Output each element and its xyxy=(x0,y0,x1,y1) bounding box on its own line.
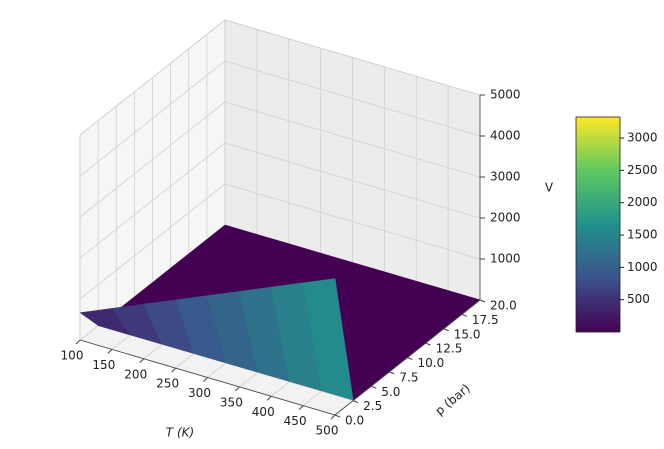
colorbar-tick-label: 1000 xyxy=(627,260,658,274)
y-tick xyxy=(334,414,341,418)
grid-line xyxy=(79,142,226,259)
x-tick-label: 350 xyxy=(220,395,243,409)
x-tick xyxy=(139,358,145,364)
colorbar-tick-label: 1500 xyxy=(627,228,658,242)
x-tick-label: 300 xyxy=(188,386,211,400)
grid-line xyxy=(79,183,226,300)
surface xyxy=(79,224,481,401)
y-tick xyxy=(443,328,449,332)
y-axis-label: p (bar) xyxy=(433,381,473,418)
y-tick-label: 17.5 xyxy=(472,313,499,327)
x-tick xyxy=(107,349,113,354)
y-tick xyxy=(407,357,413,360)
z-tick-label: 5000 xyxy=(490,88,521,102)
grid-line xyxy=(224,142,481,219)
surface-patch xyxy=(302,278,354,401)
x-tick-label: 100 xyxy=(61,349,84,363)
y-tick xyxy=(425,342,431,346)
x-tick xyxy=(298,405,304,410)
grid-line xyxy=(224,101,481,178)
x-tick xyxy=(330,414,336,420)
colorbar-tick-label: 2500 xyxy=(627,163,658,177)
x-tick-label: 450 xyxy=(284,414,307,428)
x-tick-label: 200 xyxy=(124,367,147,381)
colorbar-tick-label: 2000 xyxy=(627,195,658,209)
x-tick xyxy=(75,339,81,345)
colorbar-gradient xyxy=(575,116,621,333)
z-tick-label: 3000 xyxy=(490,170,521,184)
grid-line xyxy=(224,60,481,137)
y-tick-label: 15.0 xyxy=(454,327,481,341)
labels: 1001502002503003504004505000.02.55.07.51… xyxy=(61,88,521,438)
grid-line xyxy=(79,60,226,177)
x-tick xyxy=(266,395,272,401)
y-tick xyxy=(389,371,395,375)
y-tick-label: 0.0 xyxy=(345,414,364,428)
x-tick-label: 500 xyxy=(316,424,339,438)
colorbar-tick-label: 500 xyxy=(627,292,650,306)
z-tick-label: 1000 xyxy=(490,252,521,266)
x-tick xyxy=(235,386,240,392)
x-tick xyxy=(203,377,208,382)
z-tick-label: 2000 xyxy=(490,211,521,225)
y-tick xyxy=(371,385,377,389)
colorbar-tick-label: 3000 xyxy=(627,131,658,145)
y-tick-label: 12.5 xyxy=(436,342,463,356)
x-tick-label: 250 xyxy=(156,377,179,391)
y-tick-label: 5.0 xyxy=(381,385,400,399)
y-tick-label: 20.0 xyxy=(490,299,517,313)
y-tick xyxy=(479,299,486,303)
grid-line xyxy=(224,19,481,96)
x-tick xyxy=(171,367,176,373)
y-tick-label: 10.0 xyxy=(418,356,445,370)
axis-line xyxy=(334,299,481,416)
y-tick-label: 2.5 xyxy=(363,399,382,413)
y-tick xyxy=(352,400,359,404)
axis-line xyxy=(79,339,336,416)
colorbar: 500 1000 1500 2000 2500 3000 xyxy=(575,116,658,333)
grid-line xyxy=(79,19,226,136)
z-tick-label: 4000 xyxy=(490,129,521,143)
x-tick-label: 400 xyxy=(252,405,275,419)
grid-line xyxy=(79,101,226,218)
y-tick-label: 7.5 xyxy=(399,370,418,384)
grid-line xyxy=(224,183,481,260)
x-tick-label: 150 xyxy=(92,358,115,372)
y-tick xyxy=(461,313,468,317)
z-axis-label: V xyxy=(545,181,554,195)
x-axis-label: T (K) xyxy=(166,426,194,440)
